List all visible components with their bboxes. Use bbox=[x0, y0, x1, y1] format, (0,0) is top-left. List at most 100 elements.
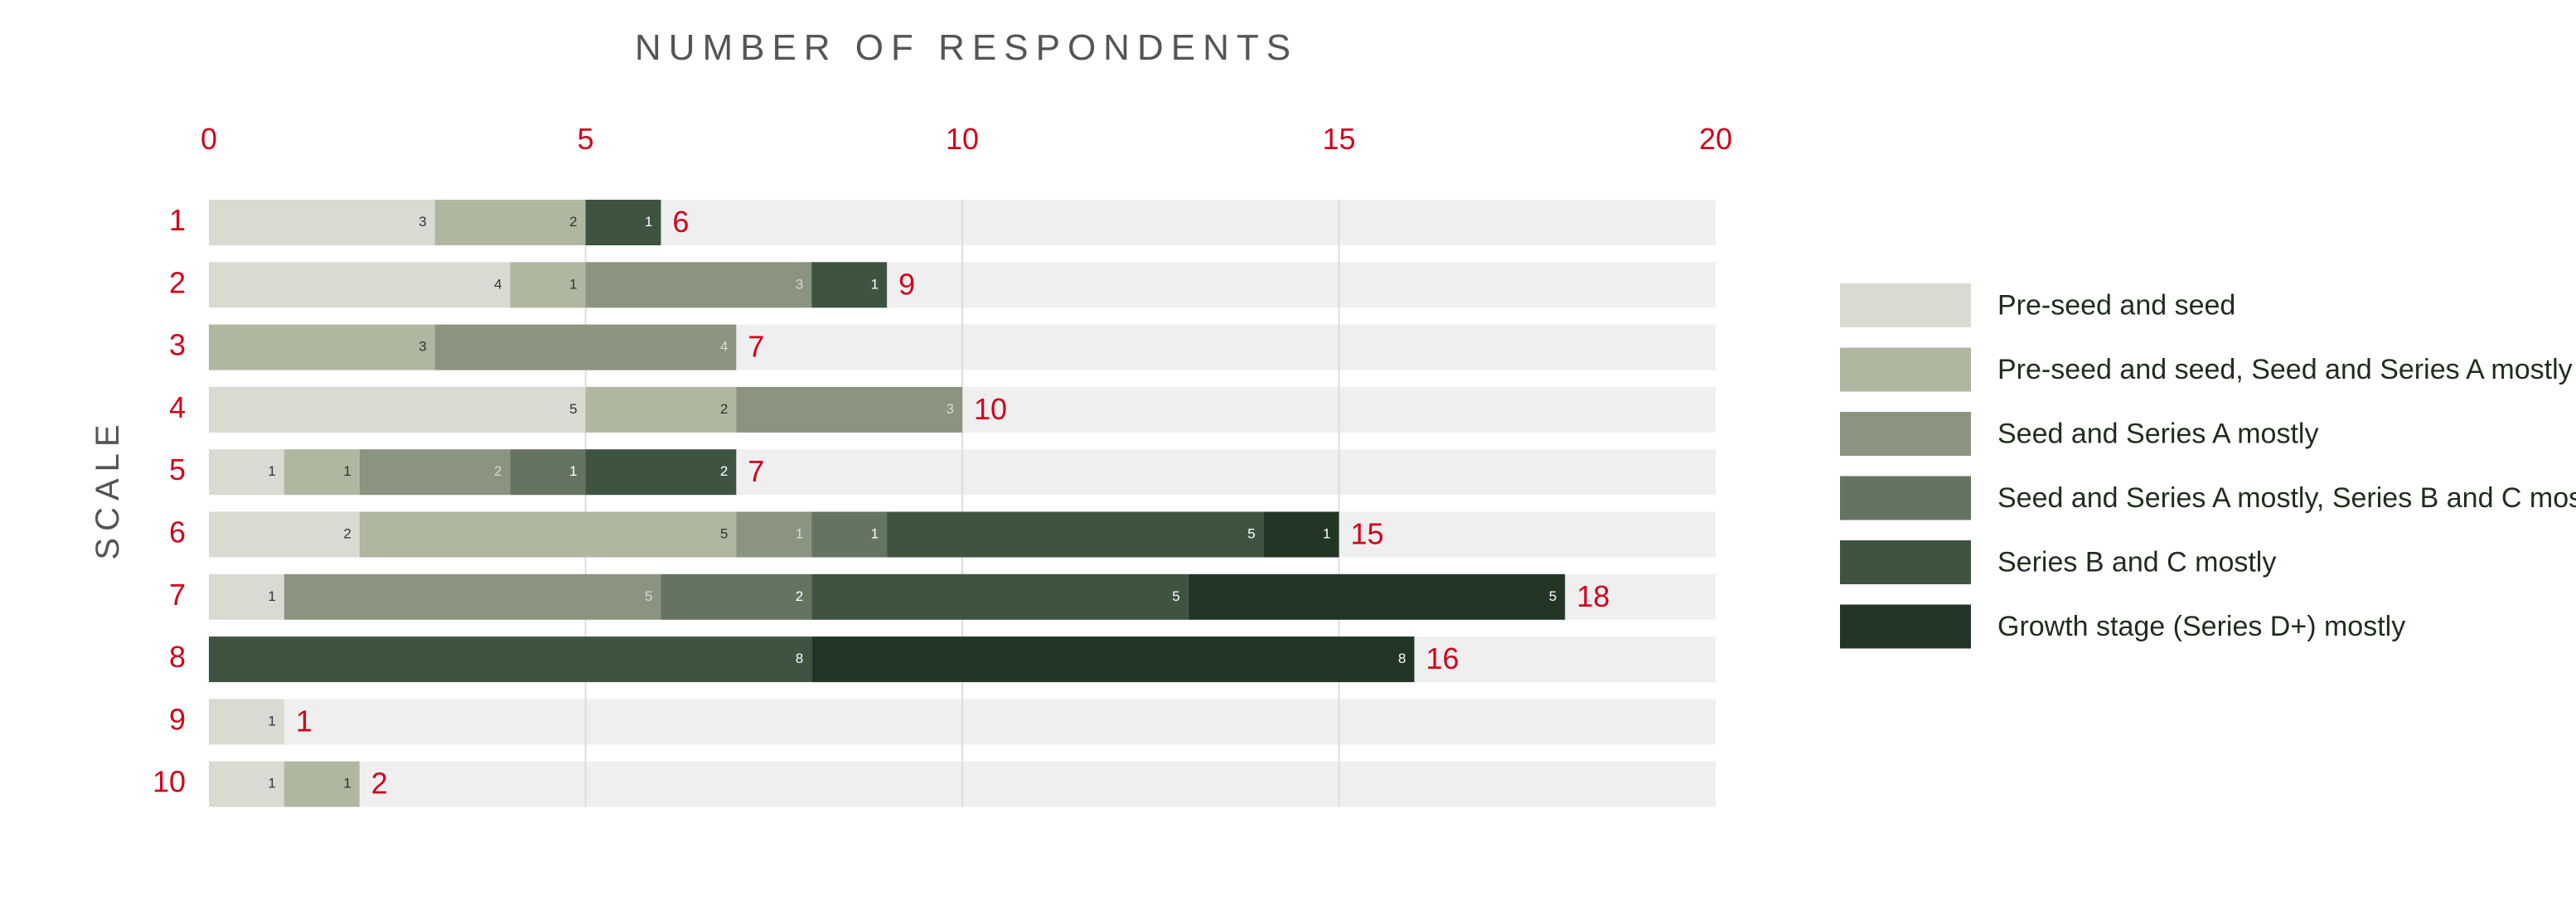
legend-label: Pre-seed and seed bbox=[1997, 289, 2235, 321]
y-tick-label: 1 bbox=[169, 203, 186, 237]
legend-label: Pre-seed and seed, Seed and Series A mos… bbox=[1997, 354, 2573, 385]
bar-segment bbox=[434, 200, 586, 245]
x-tick-label: 15 bbox=[1322, 122, 1355, 156]
row-total-label: 2 bbox=[371, 767, 388, 801]
y-tick-label: 6 bbox=[169, 515, 186, 549]
bar-segment bbox=[661, 573, 812, 620]
segment-value-label: 3 bbox=[947, 401, 954, 417]
x-tick-label: 20 bbox=[1699, 122, 1732, 156]
row-total-label: 9 bbox=[898, 267, 915, 301]
segment-value-label: 2 bbox=[720, 463, 728, 479]
bar-segment bbox=[283, 573, 661, 620]
row-total-label: 1 bbox=[296, 704, 312, 738]
y-tick-label: 10 bbox=[153, 765, 186, 799]
segment-value-label: 1 bbox=[343, 776, 351, 791]
segment-value-label: 8 bbox=[1398, 651, 1406, 666]
segment-value-label: 1 bbox=[569, 463, 577, 479]
bar-segment bbox=[585, 449, 737, 496]
segment-value-label: 1 bbox=[268, 463, 275, 479]
segment-value-label: 1 bbox=[268, 776, 275, 791]
bar-segment bbox=[209, 573, 284, 620]
row-total-label: 10 bbox=[974, 392, 1007, 426]
segment-value-label: 5 bbox=[1172, 588, 1179, 604]
bar-segment bbox=[434, 324, 737, 370]
segment-value-label: 1 bbox=[645, 214, 652, 230]
segment-value-label: 1 bbox=[268, 713, 275, 728]
segment-value-label: 5 bbox=[645, 588, 652, 604]
legend-label: Series B and C mostly bbox=[1997, 546, 2276, 578]
segment-value-label: 3 bbox=[796, 276, 803, 292]
segment-value-label: 1 bbox=[871, 525, 879, 541]
segment-value-label: 1 bbox=[569, 276, 577, 292]
y-tick-label: 7 bbox=[169, 578, 186, 612]
row-total-label: 16 bbox=[1426, 641, 1459, 675]
bar-segment bbox=[359, 511, 737, 558]
legend-swatch bbox=[1840, 604, 1971, 649]
y-tick-label: 8 bbox=[169, 640, 186, 674]
bar-segment bbox=[585, 262, 812, 308]
bar-segment bbox=[811, 636, 1415, 683]
row-total-label: 15 bbox=[1351, 517, 1384, 551]
bar-segment bbox=[811, 511, 888, 558]
segment-value-label: 1 bbox=[871, 276, 879, 292]
bar-segment bbox=[736, 386, 962, 433]
legend-label: Seed and Series A mostly, Series B and C… bbox=[1997, 482, 2576, 514]
chart-title: NUMBER OF RESPONDENTS bbox=[635, 27, 1298, 68]
bar-segment bbox=[510, 449, 586, 496]
segment-value-label: 1 bbox=[268, 588, 275, 604]
segment-value-label: 3 bbox=[419, 339, 426, 355]
bar-segments: 3 2 14 1 3 13 45 2 31 1 2 1 22 5 1 1 5 11 5 2 5 58 811 1 bbox=[209, 200, 1566, 807]
row-total-label: 6 bbox=[672, 205, 689, 239]
legend-label: Growth stage (Series D+) mostly bbox=[1997, 611, 2405, 642]
segment-value-label: 4 bbox=[720, 339, 728, 355]
segment-value-label: 1 bbox=[1323, 525, 1330, 541]
segment-value-label: 5 bbox=[1549, 588, 1557, 604]
bar-segment bbox=[811, 573, 1189, 620]
bar-segment bbox=[585, 386, 737, 433]
x-tick-label: 5 bbox=[577, 122, 593, 156]
row-total-label: 18 bbox=[1576, 579, 1610, 613]
bar-segment bbox=[283, 449, 360, 496]
bar-segment bbox=[209, 262, 511, 308]
segment-value-label: 2 bbox=[720, 401, 728, 417]
x-axis-ticks: 0 5 10 15 20 bbox=[201, 122, 1732, 156]
legend-swatch bbox=[1840, 347, 1971, 392]
y-tick-label: 5 bbox=[169, 452, 186, 486]
bar-segment bbox=[359, 449, 511, 496]
bar-segment bbox=[209, 636, 812, 683]
row-total-label: 7 bbox=[748, 454, 764, 488]
legend-label: Seed and Series A mostly bbox=[1997, 418, 2318, 449]
bar-segment bbox=[1188, 573, 1566, 620]
bar-segment bbox=[510, 262, 586, 308]
bar-segment bbox=[209, 386, 586, 433]
x-tick-label: 10 bbox=[946, 122, 979, 156]
bar-segment bbox=[209, 699, 284, 745]
y-axis-label: SCALE bbox=[90, 418, 126, 559]
legend: Pre-seed and seed Pre-seed and seed, Seed… bbox=[1840, 283, 2576, 649]
bar-segment bbox=[209, 449, 284, 496]
segment-value-label: 1 bbox=[343, 463, 351, 479]
bar-segment bbox=[209, 511, 360, 558]
segment-value-label: 8 bbox=[796, 651, 803, 666]
segment-value-label: 5 bbox=[720, 525, 728, 541]
segment-value-label: 1 bbox=[796, 525, 803, 541]
bar-segment bbox=[736, 511, 812, 558]
bar-segment bbox=[283, 761, 360, 807]
segment-value-label: 5 bbox=[569, 401, 577, 417]
segment-value-label: 2 bbox=[569, 214, 577, 230]
legend-swatch bbox=[1840, 476, 1971, 520]
y-tick-label: 4 bbox=[169, 390, 186, 424]
segment-value-label: 2 bbox=[796, 588, 803, 604]
bar-segment bbox=[811, 262, 888, 308]
segment-value-label: 2 bbox=[494, 463, 501, 479]
bar-segment bbox=[1263, 511, 1339, 558]
y-axis-ticks: 1 2 3 4 5 6 7 8 9 10 bbox=[153, 203, 186, 799]
y-tick-label: 9 bbox=[169, 702, 186, 736]
legend-swatch bbox=[1840, 540, 1971, 584]
legend-swatch bbox=[1840, 283, 1971, 327]
segment-value-label: 2 bbox=[343, 525, 351, 541]
bar-segment bbox=[209, 324, 435, 370]
bar-segment bbox=[585, 200, 661, 245]
